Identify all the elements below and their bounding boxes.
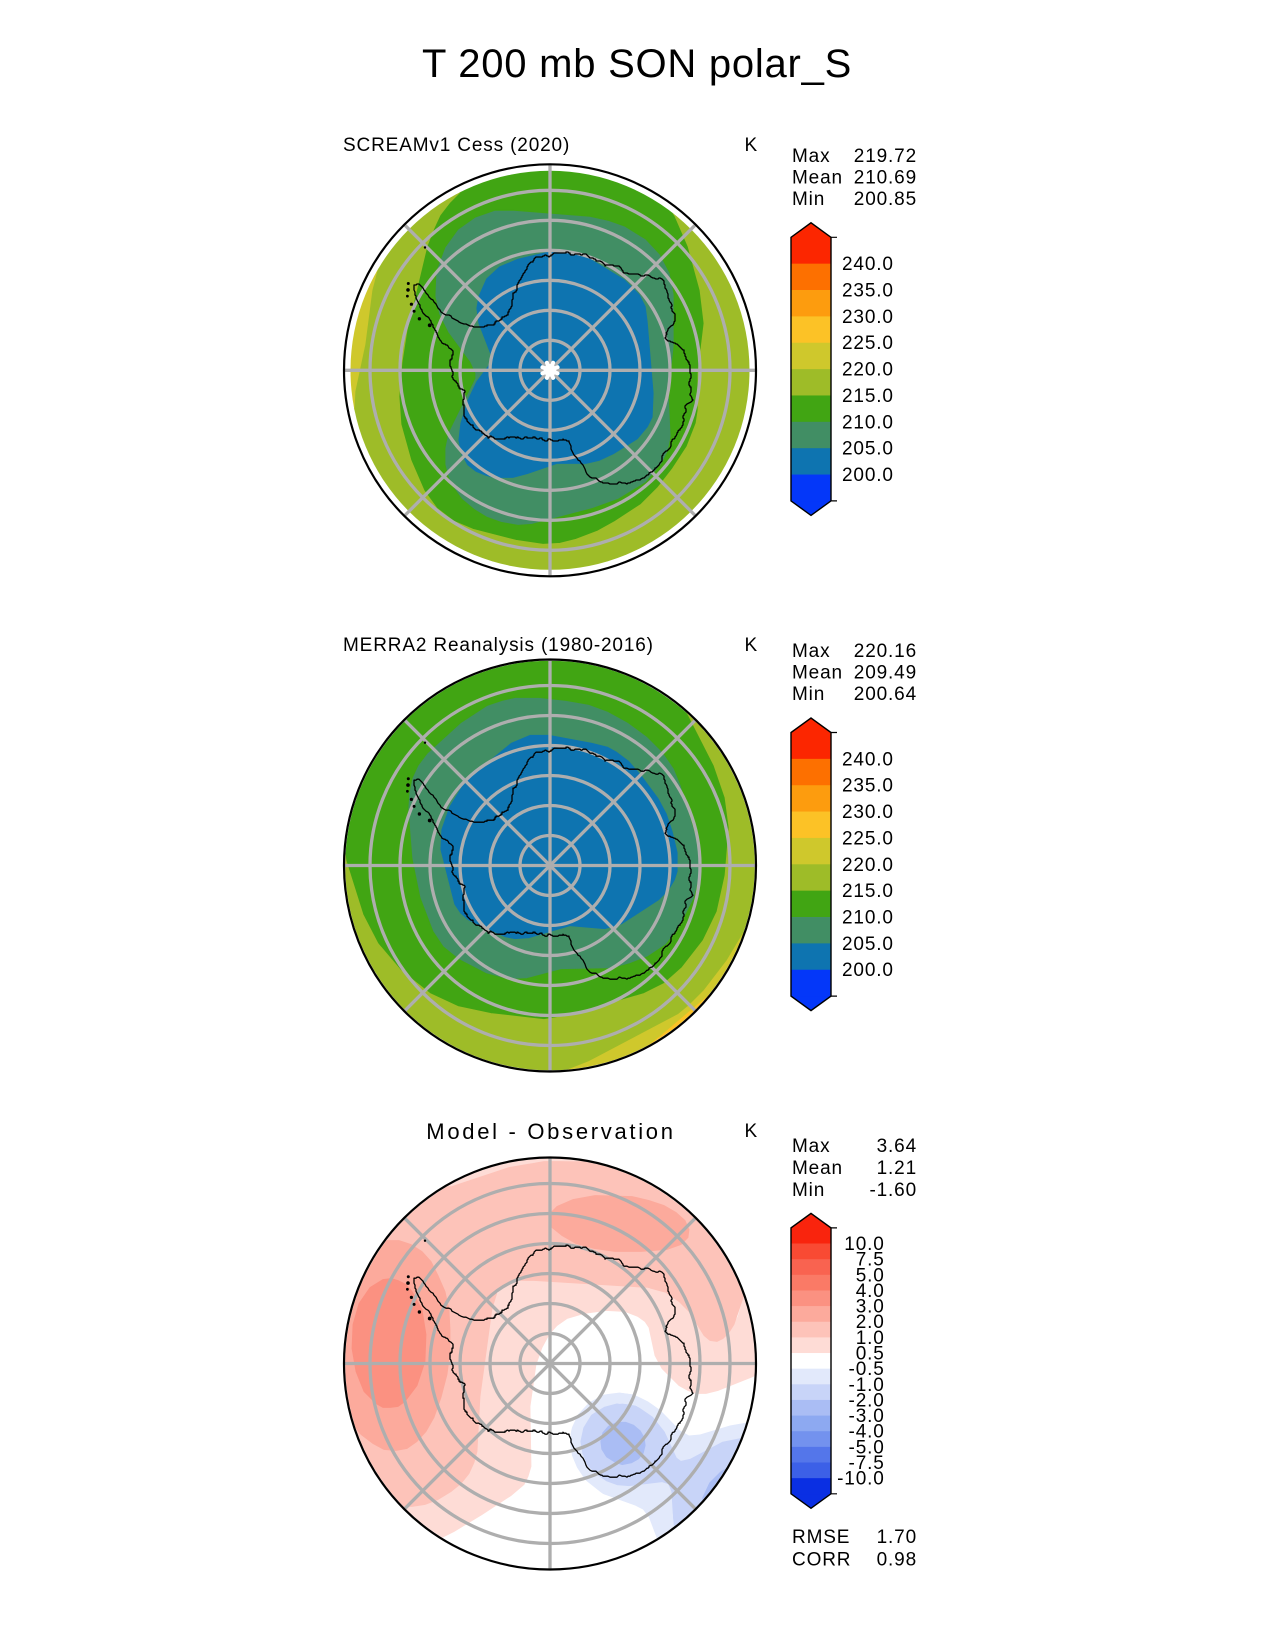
svg-text:-0.5: -0.5 [849,1359,885,1380]
svg-text:215.0: 215.0 [842,386,894,407]
svg-text:CORR: CORR [792,1550,851,1571]
svg-text:235.0: 235.0 [842,281,894,302]
svg-text:210.0: 210.0 [842,908,894,929]
svg-text:7.5: 7.5 [856,1250,885,1271]
svg-text:3.0: 3.0 [856,1297,885,1318]
svg-text:-1.60: -1.60 [869,1180,917,1201]
svg-text:-7.5: -7.5 [849,1453,885,1474]
svg-text:3.64: 3.64 [877,1136,917,1157]
svg-text:219.72: 219.72 [854,146,917,167]
svg-text:Model - Observation: Model - Observation [426,1119,675,1144]
svg-text:T 200 mb SON polar_S: T 200 mb SON polar_S [422,42,852,86]
svg-text:Mean: Mean [792,663,843,684]
svg-text:220.0: 220.0 [842,360,894,381]
svg-text:230.0: 230.0 [842,307,894,328]
svg-text:210.69: 210.69 [854,168,917,189]
svg-text:209.49: 209.49 [854,663,917,684]
svg-text:0.5: 0.5 [856,1344,885,1365]
svg-text:200.85: 200.85 [854,189,917,210]
svg-text:-5.0: -5.0 [849,1437,885,1458]
svg-text:210.0: 210.0 [842,412,894,433]
svg-text:200.0: 200.0 [842,960,894,981]
svg-text:MERRA2 Reanalysis (1980-2016): MERRA2 Reanalysis (1980-2016) [343,635,654,656]
svg-text:240.0: 240.0 [842,254,894,275]
svg-text:K: K [745,1121,759,1142]
svg-text:5.0: 5.0 [856,1265,885,1286]
svg-text:10.0: 10.0 [844,1234,884,1255]
svg-text:Min: Min [792,1180,825,1201]
svg-text:4.0: 4.0 [856,1281,885,1302]
svg-text:200.64: 200.64 [854,684,917,705]
svg-text:2.0: 2.0 [856,1312,885,1333]
svg-text:Min: Min [792,189,825,210]
svg-text:240.0: 240.0 [842,749,894,770]
svg-text:-3.0: -3.0 [849,1406,885,1427]
svg-text:-4.0: -4.0 [849,1422,885,1443]
svg-text:K: K [745,135,759,156]
svg-text:220.16: 220.16 [854,641,917,662]
svg-text:K: K [745,635,759,656]
svg-text:205.0: 205.0 [842,439,894,460]
svg-text:1.21: 1.21 [877,1158,917,1179]
svg-text:-10.0: -10.0 [837,1469,885,1490]
svg-text:220.0: 220.0 [842,855,894,876]
svg-text:0.98: 0.98 [877,1550,917,1571]
svg-text:SCREAMv1 Cess (2020): SCREAMv1 Cess (2020) [343,135,570,156]
svg-text:200.0: 200.0 [842,465,894,486]
svg-text:Mean: Mean [792,168,843,189]
svg-text:230.0: 230.0 [842,802,894,823]
svg-text:225.0: 225.0 [842,333,894,354]
svg-text:225.0: 225.0 [842,828,894,849]
svg-text:Max: Max [792,1136,830,1157]
svg-text:RMSE: RMSE [792,1527,850,1548]
svg-text:-1.0: -1.0 [849,1375,885,1396]
svg-text:215.0: 215.0 [842,881,894,902]
svg-text:235.0: 235.0 [842,776,894,797]
svg-text:1.70: 1.70 [877,1527,917,1548]
svg-text:Min: Min [792,684,825,705]
svg-text:Max: Max [792,641,830,662]
svg-text:205.0: 205.0 [842,934,894,955]
svg-text:Mean: Mean [792,1158,843,1179]
svg-text:1.0: 1.0 [856,1328,885,1349]
svg-text:-2.0: -2.0 [849,1390,885,1411]
svg-text:Max: Max [792,146,830,167]
